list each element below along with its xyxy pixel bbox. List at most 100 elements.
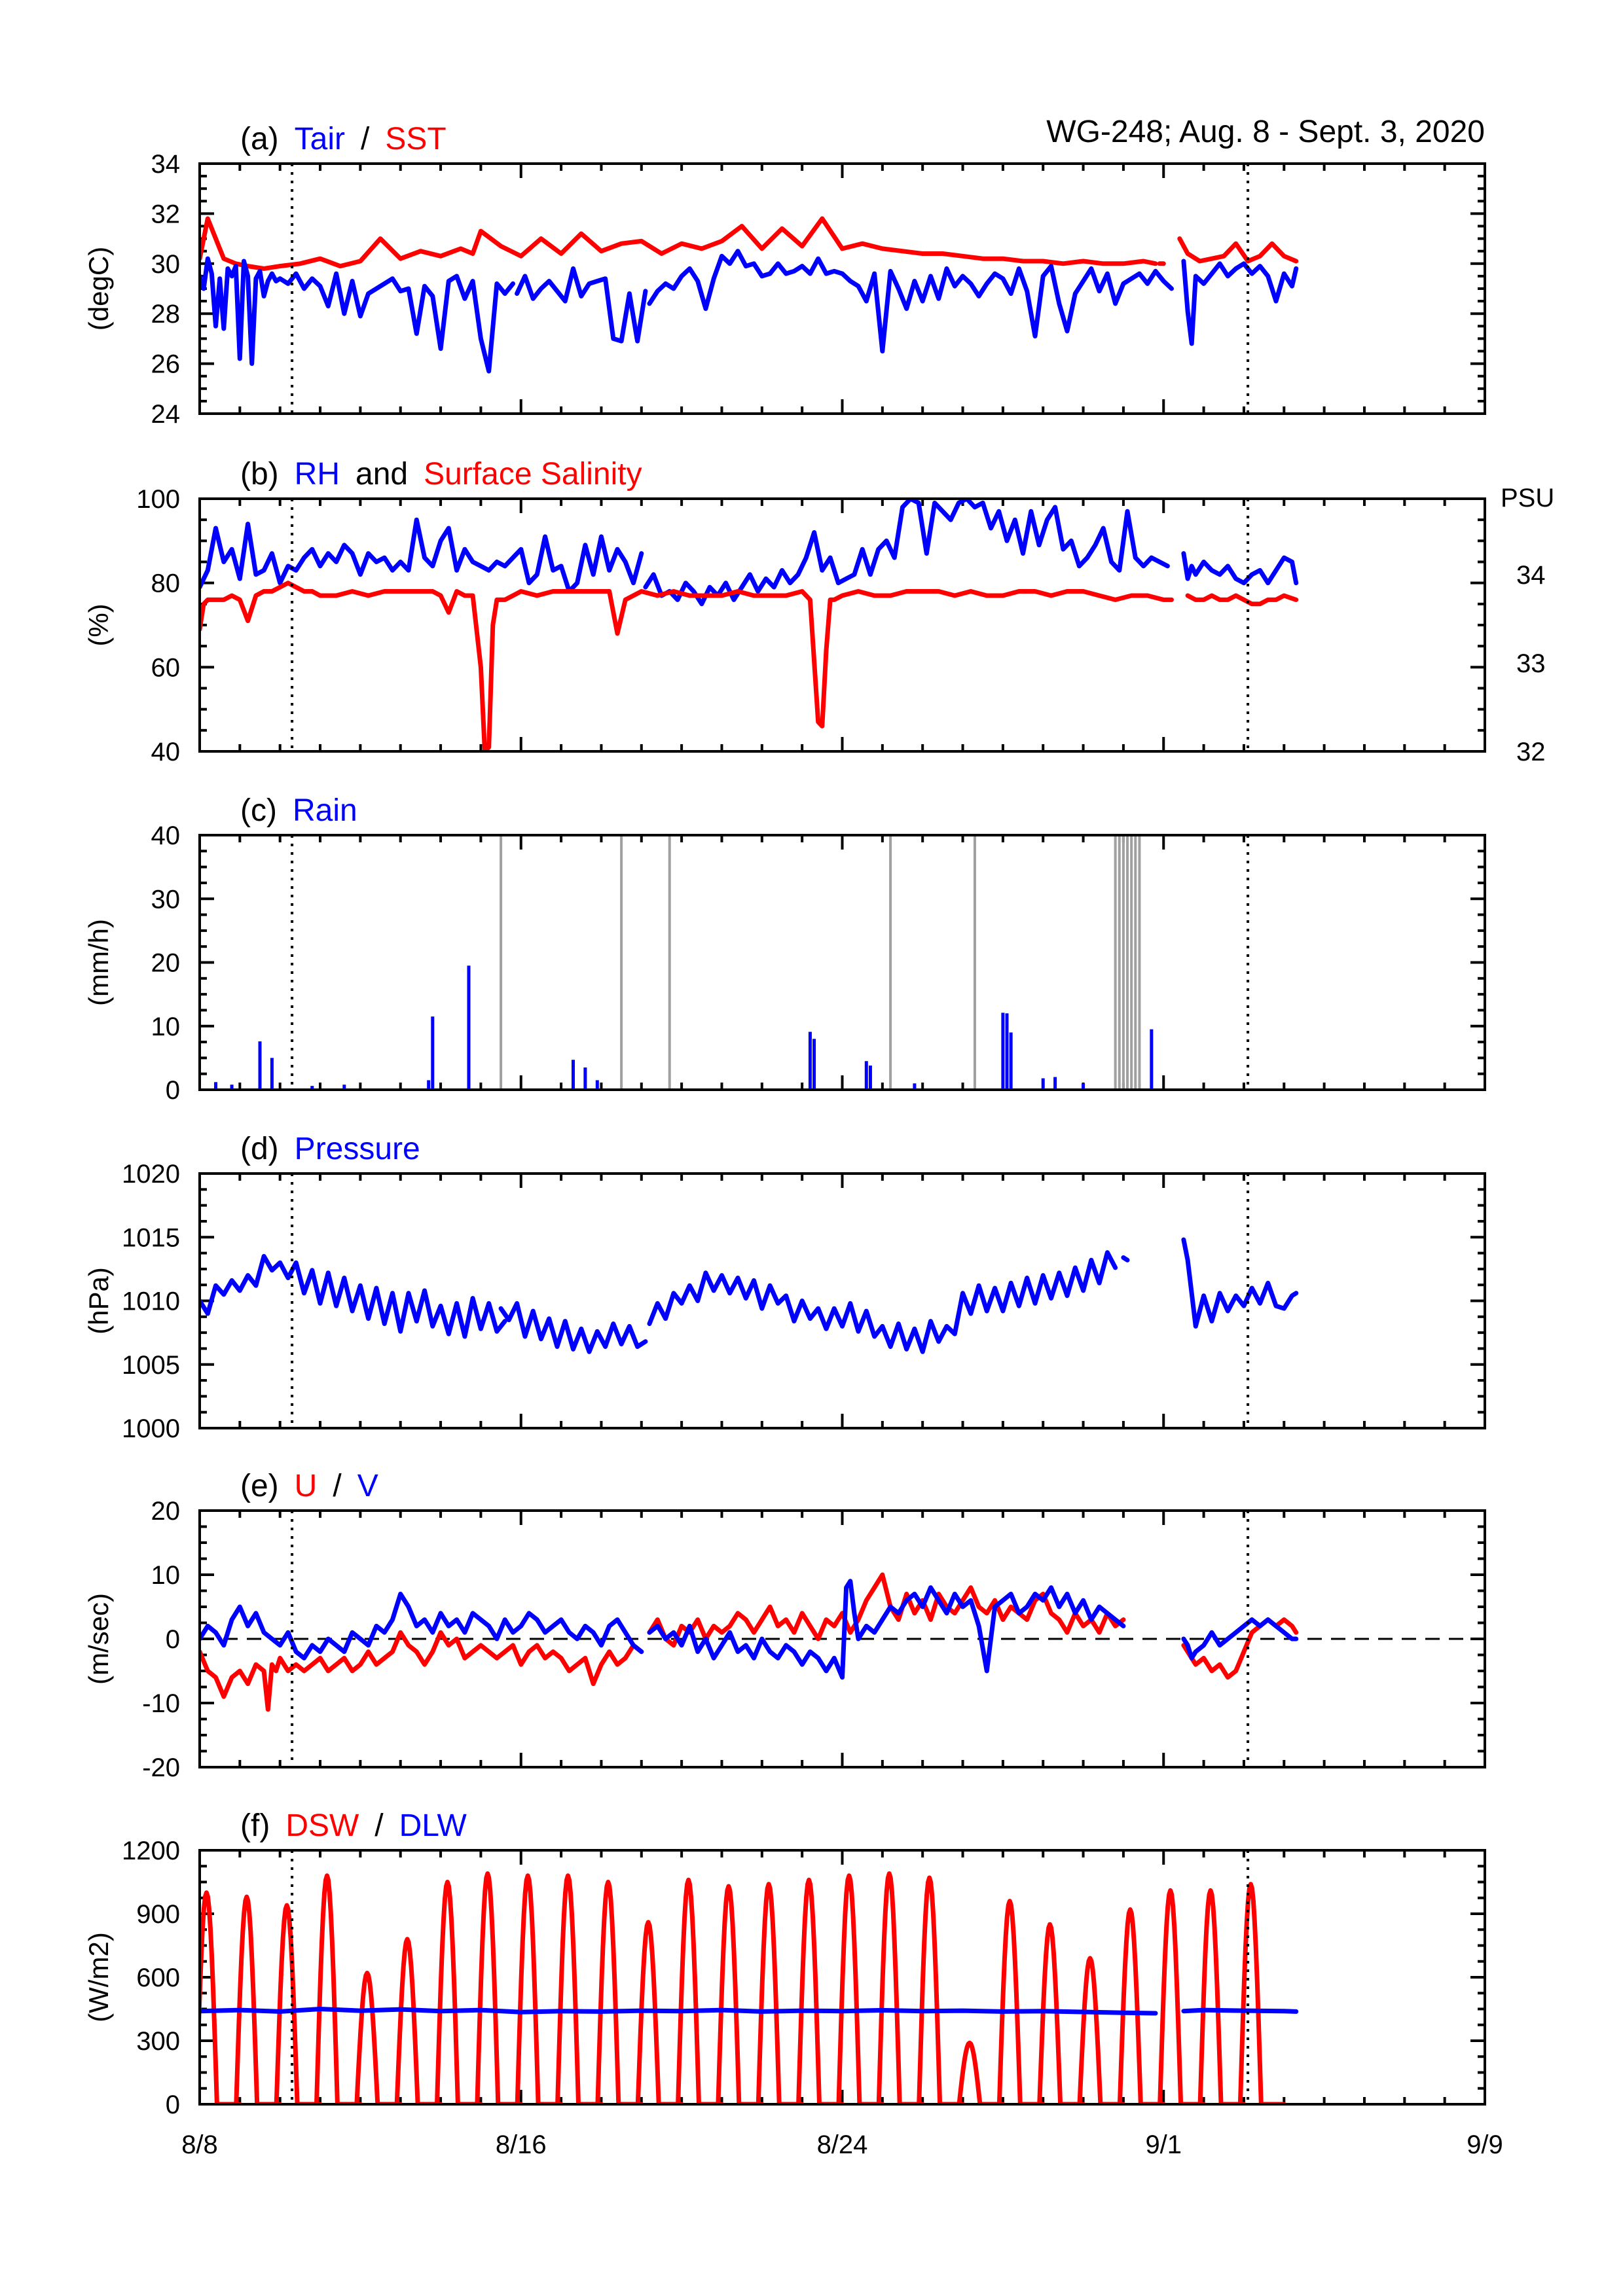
series-tair-line	[1181, 259, 1299, 346]
series-u-line	[200, 1630, 644, 1712]
panel-title-part: (c)	[240, 793, 277, 828]
panels-group: (a) Tair / SST (degC) 24 26 28 30 32 34 (b) RH and Sur…	[83, 122, 1554, 2119]
panel-a-ylabel: (degC)	[83, 247, 114, 331]
y-tick-label: 40	[151, 738, 181, 766]
right-y-tick-label: 34	[1516, 561, 1546, 590]
series-dlw-line	[200, 2007, 1158, 2016]
panel-title-part: (e)	[240, 1469, 279, 1503]
panel-title-part: RH	[295, 457, 340, 492]
panel-b-title: (b) RH and Surface Salinity	[240, 457, 642, 492]
x-tick-label: 8/24	[817, 2130, 868, 2159]
panel-b-frame	[198, 497, 1486, 753]
series-tair-line	[515, 266, 648, 344]
panel-d-frame	[198, 1172, 1486, 1429]
panel-d-title: (d) Pressure	[240, 1132, 420, 1166]
series-sst-line	[1177, 236, 1299, 264]
panel-title-part: (a)	[240, 122, 279, 156]
y-tick-label: 32	[151, 200, 181, 228]
y-tick-label: 34	[151, 150, 181, 179]
series-dsw-line	[1156, 1882, 1286, 2104]
panel-f-frame	[198, 1849, 1486, 2106]
y-tick-label: -10	[142, 1689, 180, 1718]
y-tick-label: 1005	[122, 1351, 180, 1380]
panel-c-ylabel: (mm/h)	[83, 919, 114, 1006]
panel-title-part: (d)	[240, 1132, 279, 1166]
panel-title-part: Surface Salinity	[424, 457, 642, 492]
series-surface-salinity-line	[1185, 593, 1299, 607]
right-y-tick-label: 33	[1516, 649, 1546, 678]
panel-title-part: and	[356, 457, 408, 492]
y-tick-label: 30	[151, 885, 181, 914]
panel-a-plot-area	[200, 216, 1299, 374]
series-pressure-line	[1121, 1255, 1130, 1263]
series-v-line	[1181, 1617, 1299, 1660]
panel-c-title: (c) Rain	[240, 793, 357, 828]
panel-b-plot-area	[200, 499, 1299, 751]
y-tick-label: 300	[136, 2027, 180, 2056]
series-pressure-line	[1181, 1237, 1299, 1329]
y-tick-label: 20	[151, 949, 181, 978]
panel-title-part: /	[374, 1808, 384, 1843]
y-tick-label: 1000	[122, 1414, 180, 1443]
x-tick-label: 9/1	[1145, 2130, 1182, 2159]
y-tick-label: 26	[151, 350, 181, 379]
panel-title-part: Pressure	[295, 1132, 420, 1166]
series-dsw-line	[200, 1871, 1166, 2104]
panel-b: (b) RH and Surface Salinity (%) 40 60 80 100 32 33…	[83, 457, 1554, 766]
panel-title-part: (b)	[240, 457, 279, 492]
series-rh-line	[1181, 551, 1299, 586]
series-tair-line	[200, 256, 515, 374]
x-tick-label: 8/16	[496, 2130, 547, 2159]
panel-title-part: /	[333, 1469, 342, 1503]
panel-a: (a) Tair / SST (degC) 24 26 28 30 32 34	[83, 122, 1486, 429]
panel-title-part: SST	[385, 122, 446, 156]
panel-f-plot-area	[200, 1871, 1299, 2104]
y-tick-label: 1010	[122, 1287, 180, 1316]
panel-d: (d) Pressure (hPa) 1000 1005 1010 1015 1020	[83, 1132, 1486, 1443]
panel-c-frame	[198, 834, 1486, 1091]
y-tick-label: 24	[151, 400, 181, 429]
series-pressure-line	[200, 1253, 507, 1339]
panel-e-frame	[198, 1509, 1486, 1768]
y-tick-label: 0	[166, 2090, 180, 2119]
y-tick-label: 1015	[122, 1223, 180, 1252]
panel-e-ylabel: (m/sec)	[83, 1593, 114, 1685]
y-tick-label: 40	[151, 821, 181, 850]
panel-title-part: (f)	[240, 1808, 270, 1843]
panel-e: (e) U / V (m/sec) -20 -10 0 10 20	[83, 1469, 1486, 1782]
x-axis-labels: 8/8 8/16 8/24 9/1 9/9	[181, 2130, 1503, 2159]
panel-title-part: /	[361, 122, 370, 156]
y-tick-label: 10	[151, 1561, 181, 1590]
y-tick-label: 80	[151, 569, 181, 598]
series-u-line	[1181, 1617, 1299, 1680]
panel-d-plot-area	[200, 1237, 1299, 1354]
series-v-line	[647, 1579, 1126, 1680]
series-tair-line	[647, 249, 1174, 353]
series-pressure-line	[647, 1250, 1118, 1354]
y-tick-label: 0	[166, 1625, 180, 1654]
y-tick-label: 20	[151, 1497, 181, 1526]
series-dlw-line	[1181, 2007, 1299, 2014]
panel-f: (f) DSW / DLW (W/m2) 0 300 600 900 1200	[83, 1808, 1486, 2119]
panel-e-title: (e) U / V	[240, 1469, 378, 1503]
panel-title-part: Tair	[295, 122, 345, 156]
x-tick-label: 8/8	[181, 2130, 218, 2159]
right-y-tick-label: 32	[1516, 738, 1546, 766]
series-surface-salinity-line	[200, 581, 1174, 751]
series-pressure-line	[498, 1300, 648, 1354]
series-rh-line	[643, 499, 1170, 607]
panel-e-plot-area	[200, 1572, 1485, 1712]
panel-a-frame	[198, 162, 1486, 415]
panel-d-ylabel: (hPa)	[83, 1267, 114, 1335]
y-tick-label: 30	[151, 250, 181, 279]
panel-f-ylabel: (W/m2)	[83, 1932, 114, 2022]
y-tick-label: 60	[151, 653, 181, 682]
panel-title-part: DLW	[399, 1808, 467, 1843]
panel-a-title: (a) Tair / SST	[240, 122, 447, 156]
x-tick-label: 9/9	[1467, 2130, 1503, 2159]
panel-title-part: U	[295, 1469, 318, 1503]
y-tick-label: 900	[136, 1900, 180, 1929]
y-tick-label: 100	[136, 485, 180, 514]
panel-b-ylabel: (%)	[83, 603, 114, 646]
y-tick-label: 28	[151, 300, 181, 329]
